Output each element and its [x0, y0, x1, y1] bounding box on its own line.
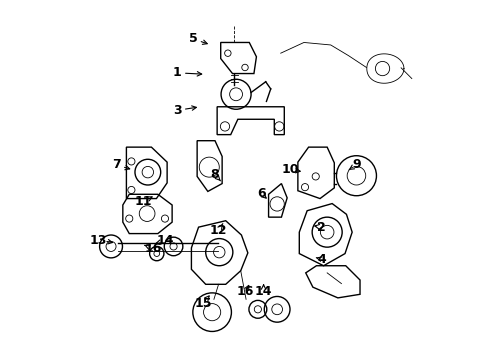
Text: 16: 16 — [237, 285, 254, 298]
Text: 8: 8 — [210, 168, 219, 181]
Text: 9: 9 — [352, 158, 361, 171]
Text: 15: 15 — [194, 297, 212, 310]
Text: 14: 14 — [255, 285, 272, 298]
Text: 13: 13 — [90, 234, 107, 247]
Text: 4: 4 — [318, 253, 326, 266]
Text: 6: 6 — [257, 187, 266, 200]
Text: 16: 16 — [144, 242, 162, 255]
Text: 5: 5 — [189, 32, 197, 45]
Text: 10: 10 — [282, 163, 299, 176]
Text: 3: 3 — [173, 104, 181, 117]
Text: 7: 7 — [112, 158, 121, 171]
Text: 2: 2 — [318, 221, 326, 234]
Text: 11: 11 — [134, 195, 152, 208]
Text: 1: 1 — [173, 66, 181, 79]
Text: 12: 12 — [209, 224, 227, 237]
Text: 14: 14 — [157, 234, 174, 247]
